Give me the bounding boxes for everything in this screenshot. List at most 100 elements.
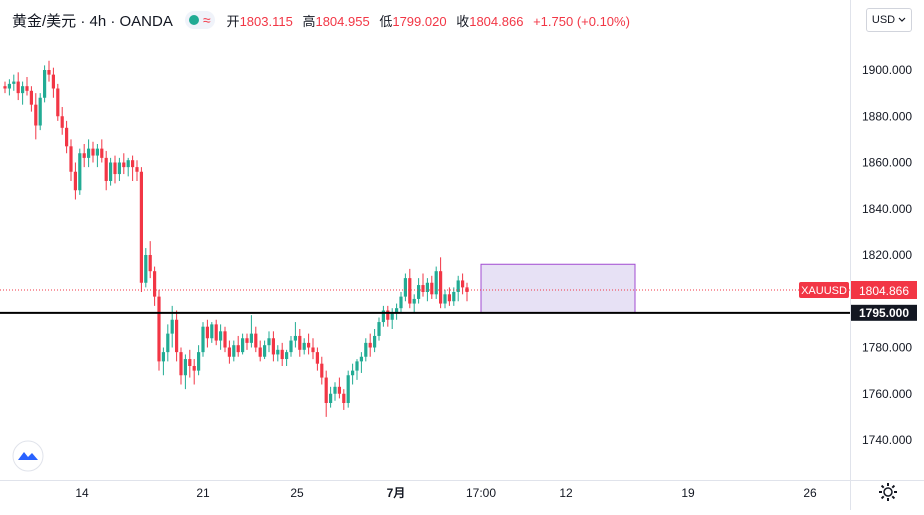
candle-body xyxy=(201,326,205,353)
candle-body xyxy=(443,294,447,304)
candle-body xyxy=(346,375,350,403)
symbol-label-bg xyxy=(799,281,849,298)
candle-body xyxy=(117,162,121,175)
candle-body xyxy=(153,271,157,297)
candle-body xyxy=(25,86,29,91)
candle-body xyxy=(82,153,86,158)
price-tick-label: 1880.000 xyxy=(862,109,912,123)
candle-body xyxy=(298,335,302,350)
currency-button[interactable]: USD xyxy=(866,8,912,32)
gear-icon[interactable] xyxy=(878,482,898,502)
candle-body xyxy=(399,296,403,309)
candle-body xyxy=(232,345,236,357)
candles xyxy=(3,60,469,417)
line-price-label-bg xyxy=(851,304,917,321)
candle-body xyxy=(430,282,434,295)
legend-header: 黄金/美元 · 4h · OANDA ≈ 开1803.115 高1804.955… xyxy=(0,0,850,40)
candle-body xyxy=(7,83,11,89)
price-labels: XAUUSD 1804.866 1795.000 xyxy=(799,280,917,321)
close-label: 收 xyxy=(456,13,470,29)
candle-body xyxy=(258,347,262,357)
candle-body xyxy=(329,393,333,403)
candle-body xyxy=(315,352,319,364)
candle-body xyxy=(210,324,214,339)
status-pill[interactable]: ≈ xyxy=(184,11,215,29)
candle-body xyxy=(95,148,99,156)
price-tick-label: 1900.000 xyxy=(862,63,912,77)
candle-body xyxy=(109,162,113,181)
line-price-label: 1795.000 xyxy=(859,306,909,320)
candle-body xyxy=(157,296,161,362)
candle-body xyxy=(373,335,377,348)
candle-body xyxy=(144,255,148,283)
candle-body xyxy=(417,285,421,299)
candle-body xyxy=(425,282,429,292)
currency-label: USD xyxy=(871,14,896,26)
high-value: 1804.955 xyxy=(315,13,370,29)
candle-body xyxy=(113,162,117,175)
candle-body xyxy=(311,347,315,353)
candle-body xyxy=(390,312,394,320)
low-value: 1799.020 xyxy=(392,13,447,29)
candle-body xyxy=(69,146,73,172)
candle-body xyxy=(263,345,267,357)
candle-body xyxy=(408,278,412,304)
price-tick-label: 1780.000 xyxy=(862,341,912,355)
tradingview-logo-icon[interactable] xyxy=(12,440,44,472)
price-axis[interactable]: 1900.000 1880.000 1860.000 1840.000 1820.000… xyxy=(862,63,912,447)
candle-body xyxy=(403,278,407,297)
candle-body xyxy=(34,104,38,126)
candle-body xyxy=(3,86,7,89)
candle-body xyxy=(170,319,174,334)
chevron-down-icon xyxy=(898,17,906,22)
time-tick-label: 25 xyxy=(290,486,304,500)
candle-body xyxy=(447,294,451,302)
candle-body xyxy=(280,349,284,360)
candle-body xyxy=(175,319,179,353)
ohlc-values: 开1803.115 高1804.955 低1799.020 收1804.866 … xyxy=(227,11,630,30)
candle-body xyxy=(271,338,275,355)
candle-body xyxy=(461,280,465,288)
candle-body xyxy=(122,162,126,168)
candle-body xyxy=(87,148,91,158)
candle-body xyxy=(219,331,223,341)
time-tick-label: 26 xyxy=(803,486,817,500)
candle-body xyxy=(21,86,25,94)
wave-icon: ≈ xyxy=(202,12,211,28)
candle-body xyxy=(465,287,469,292)
candle-body xyxy=(91,148,95,156)
candle-body xyxy=(205,326,209,339)
candle-body xyxy=(434,271,438,295)
range-box xyxy=(480,263,636,314)
candle-body xyxy=(320,363,324,378)
candle-body xyxy=(139,171,143,283)
candle-body xyxy=(183,359,187,376)
candle-body xyxy=(38,97,42,126)
time-tick-label: 7月 xyxy=(387,486,406,500)
price-lines xyxy=(0,289,850,314)
candle-body xyxy=(351,370,355,376)
candle-body xyxy=(65,127,69,147)
candle-body xyxy=(293,335,297,341)
candle-body xyxy=(333,386,337,394)
candle-body xyxy=(29,90,33,105)
candle-body xyxy=(197,352,201,371)
candle-body xyxy=(386,310,390,320)
symbol-title[interactable]: 黄金/美元 · 4h · OANDA xyxy=(12,12,173,30)
candle-body xyxy=(16,81,20,94)
high-label: 高 xyxy=(302,13,316,29)
candle-body xyxy=(381,310,385,323)
candle-body xyxy=(135,167,139,172)
price-tick-label: 1820.000 xyxy=(862,248,912,262)
candle-body xyxy=(289,340,293,353)
candle-body xyxy=(377,322,381,336)
candle-body xyxy=(249,333,253,343)
rectangle-drawing[interactable] xyxy=(480,263,636,314)
candle-body xyxy=(227,347,231,357)
candle-body xyxy=(12,81,16,84)
candle-body xyxy=(192,366,196,371)
price-tick-label: 1740.000 xyxy=(862,433,912,447)
time-axis[interactable]: 14 21 25 7月 17:00 12 19 26 xyxy=(75,486,817,500)
